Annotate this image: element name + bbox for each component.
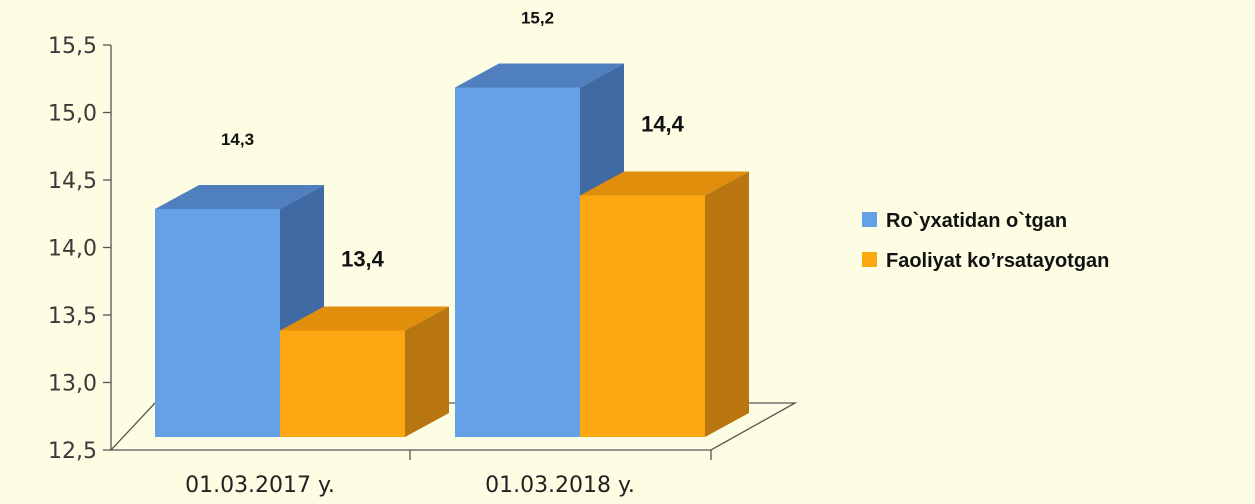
legend-label: Faoliyat ko’rsatayotgan: [886, 250, 1109, 272]
bar-top: [580, 171, 749, 196]
data-label: 13,4: [341, 247, 385, 272]
bar-side: [705, 171, 749, 437]
legend: Ro`yxatidan o`tgan Faoliyat ko’rsatayotga…: [862, 210, 1109, 272]
bar: [155, 185, 324, 437]
y-tick-label: 15,5: [48, 34, 97, 59]
data-label: 14,3: [221, 130, 254, 149]
legend-label: Ro`yxatidan o`tgan: [886, 210, 1067, 232]
x-tick-label: 01.03.2018 y.: [485, 473, 635, 498]
bar-front: [280, 330, 405, 437]
data-labels: 14,3 13,4 15,2 14,4: [221, 9, 685, 272]
legend-item: Ro`yxatidan o`tgan: [862, 210, 1067, 232]
y-axis: 12,5 13,0 13,5 14,0 14,5 15,0 15,5: [48, 34, 112, 464]
bar-top: [455, 63, 624, 88]
bars: [155, 63, 749, 437]
y-tick-label: 12,5: [48, 439, 97, 464]
data-label: 15,2: [521, 9, 554, 28]
chart-floor: [109, 402, 798, 460]
legend-item: Faoliyat ko’rsatayotgan: [862, 250, 1109, 272]
y-tick-label: 14,5: [48, 169, 97, 194]
x-tick-label: 01.03.2017 y.: [185, 473, 335, 498]
data-label: 14,4: [641, 112, 685, 137]
bar-top: [155, 185, 324, 209]
legend-swatch: [862, 252, 877, 267]
y-tick-label: 15,0: [48, 102, 97, 127]
y-tick-label: 14,0: [48, 237, 97, 262]
floor-plane: [109, 402, 798, 451]
legend-swatch: [862, 212, 877, 227]
bar-side: [405, 306, 449, 437]
x-axis: 01.03.2017 y. 01.03.2018 y.: [185, 473, 635, 498]
y-tick-label: 13,0: [48, 372, 97, 397]
bar-front: [580, 195, 705, 437]
y-tick-label: 13,5: [48, 304, 97, 329]
bar-front: [455, 87, 580, 437]
bar: [280, 306, 449, 437]
bar-top: [280, 306, 449, 331]
bar-front: [155, 209, 280, 437]
bar: [580, 171, 749, 437]
